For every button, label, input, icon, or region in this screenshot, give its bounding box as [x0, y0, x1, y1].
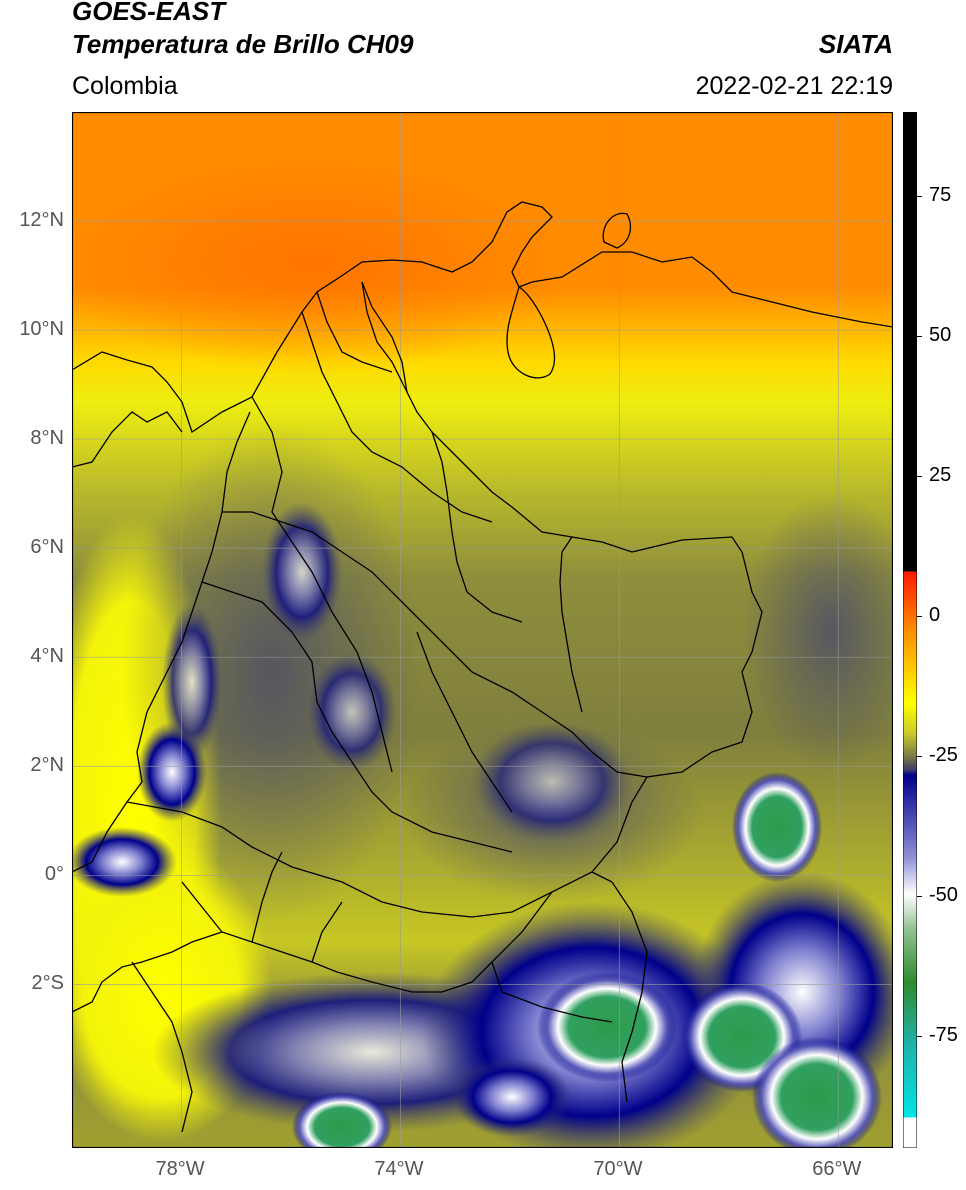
colorbar-tick-label: 0 [929, 604, 941, 626]
colorbar-tick-label: 25 [929, 464, 952, 486]
colorbar-tick-mark [917, 196, 922, 197]
lat-tick-label: 8°N [30, 427, 64, 450]
colorbar-tick-mark [917, 476, 922, 477]
coastline-borders [72, 201, 893, 1133]
datetime-label: 2022-02-21 22:19 [695, 72, 893, 100]
colorbar-tick-label: 50 [929, 324, 952, 346]
colorbar-tick-mark [917, 616, 922, 617]
product-title: Temperatura de Brillo CH09 [72, 29, 414, 59]
region-label: Colombia [72, 72, 178, 100]
colorbar-tick-mark [917, 336, 922, 337]
colorbar-tick-label: -25 [929, 744, 958, 766]
colorbar-tick-label: 75 [929, 184, 952, 206]
lat-tick-label: 12°N [19, 209, 64, 232]
lon-tick-label: 78°W [155, 1158, 205, 1180]
brightness-temperature-map[interactable] [72, 112, 893, 1148]
lat-tick-label: 0° [44, 863, 64, 886]
map-frame [72, 112, 893, 1148]
lat-tick-label: 2°S [31, 972, 64, 995]
colorbar-tick-mark [917, 896, 922, 897]
lon-tick-label: 70°W [593, 1158, 643, 1180]
temperature-colorbar [903, 112, 917, 1148]
colorbar-tick-mark [917, 1036, 922, 1037]
lon-tick-label: 66°W [812, 1158, 862, 1180]
agency-label: SIATA [818, 29, 893, 59]
lon-tick-label: 74°W [374, 1158, 424, 1180]
colorbar-tick-mark [917, 756, 922, 757]
lat-tick-label: 2°N [30, 754, 64, 777]
colorbar-tick-label: -50 [929, 884, 958, 906]
satellite-name: GOES-EAST [72, 0, 226, 26]
colorbar-tick-label: -75 [929, 1024, 958, 1046]
lat-tick-label: 10°N [19, 318, 64, 341]
lat-tick-label: 4°N [30, 645, 64, 668]
lat-tick-label: 6°N [30, 536, 64, 559]
